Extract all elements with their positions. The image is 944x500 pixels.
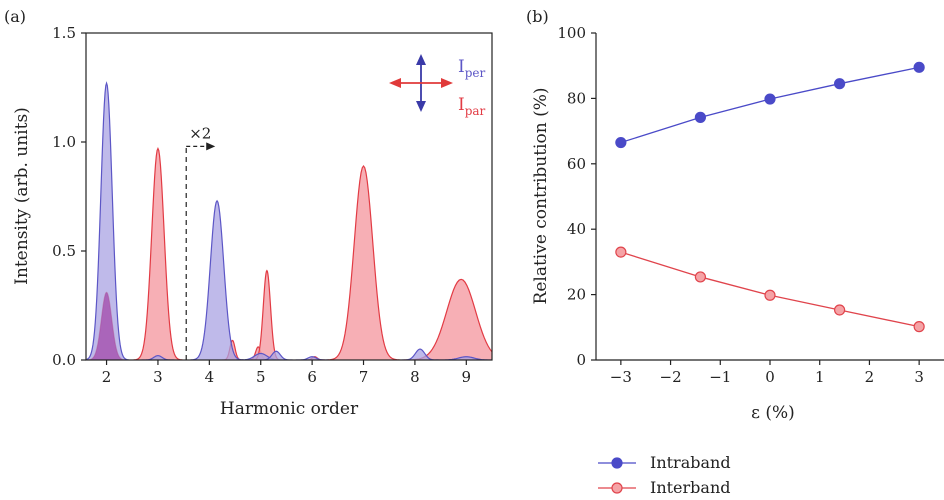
par-peak-fill (133, 148, 183, 360)
panel-b-x-tick-label: 2 (865, 368, 875, 386)
interband-point (615, 246, 627, 258)
panel-a-y-tick-label: 0.5 (52, 242, 76, 260)
intraband-point (694, 111, 707, 123)
per-peak-fill (295, 356, 329, 360)
panel-b-y-ticks: 0 20 40 60 80 100 (557, 24, 596, 369)
panel-a-y-axis-label: Intensity (arb. units) (12, 107, 32, 285)
panel-b-y-axis-label: Relative contribution (%) (531, 88, 551, 305)
panel-a-x-axis-label: Harmonic order (220, 399, 359, 419)
legend-per-label: Iper (458, 57, 486, 80)
panel-a-y-ticks: 0.0 0.5 1.0 1.5 (52, 24, 86, 369)
interband-point (913, 321, 925, 333)
panel-a-x-tick-label: 5 (256, 368, 266, 386)
par-peak-fill (403, 279, 492, 360)
interband-point (694, 271, 707, 283)
intraband-point (913, 61, 925, 73)
panel-b-x-tick-label: −2 (660, 368, 682, 386)
panel-b-legend: Intraband Interband (598, 453, 731, 497)
panel-a-y-tick-label: 1.5 (52, 24, 76, 42)
panel-a-label: (a) (4, 7, 26, 26)
per-peak-fill (141, 355, 175, 360)
panel-b-y-tick-label: 0 (576, 351, 586, 369)
par-peak-fill (252, 270, 282, 360)
per-peak-fill (86, 83, 130, 360)
panel-a-x-tick-label: 4 (205, 368, 215, 386)
intraband-point (764, 93, 776, 105)
legend-per-main: I (458, 57, 465, 77)
intraband-point (615, 136, 627, 149)
panel-a-series (86, 81, 492, 360)
panel-b-x-tick-label: 1 (815, 368, 825, 386)
panel-a-x-tick-label: 2 (102, 368, 112, 386)
panel-b-x-tick-label: 0 (765, 368, 775, 386)
panel-a-x-tick-label: 8 (410, 368, 420, 386)
legend-per-sub: per (465, 66, 486, 80)
per-peak-fill (259, 351, 293, 360)
per-peak-line (190, 199, 244, 360)
panel-a-x-tick-label: 3 (153, 368, 163, 386)
legend-par-sub: par (465, 104, 486, 118)
legend-interband-marker (611, 482, 623, 494)
panel-b-y-tick-label: 20 (567, 286, 586, 304)
panel-b: (b) −3 −2 −1 0 1 2 3 0 20 40 60 80 100 ε (%) Relati… (526, 7, 944, 497)
per-peak-fill (236, 353, 286, 360)
per-peak-fill (190, 200, 244, 360)
arrow-right-icon (441, 78, 453, 88)
panel-a-x-tick-label: 6 (307, 368, 317, 386)
interband-point (833, 304, 846, 316)
legend-intraband-label: Intraband (650, 453, 731, 472)
panel-a-y-tick-label: 1.0 (52, 133, 76, 151)
panel-b-x-tick-label: 3 (914, 368, 924, 386)
panel-a-x-tick-label: 9 (462, 368, 472, 386)
par-peak-line (326, 164, 401, 360)
per-peak-line (86, 81, 130, 360)
arrow-left-icon (389, 78, 401, 88)
panel-b-x-ticks: −3 −2 −1 0 1 2 3 (610, 360, 924, 386)
panel-a-x-ticks: 2 3 4 5 6 7 8 9 (102, 360, 471, 386)
panel-a-x-tick-label: 7 (359, 368, 369, 386)
arrow-down-icon (416, 101, 426, 112)
panel-a-plot-frame (85, 32, 493, 361)
panel-a-y-tick-label: 0.0 (52, 351, 76, 369)
par-peak-line (133, 147, 183, 360)
panel-b-y-tick-label: 60 (567, 155, 586, 173)
panel-b-x-axis-label: ε (%) (751, 403, 795, 423)
panel-b-x-tick-label: −3 (610, 368, 632, 386)
panel-b-series (615, 61, 925, 333)
panel-b-label: (b) (526, 7, 549, 26)
per-peak-fill (401, 349, 439, 360)
scale-arrow-head-icon (206, 142, 216, 151)
panel-b-x-tick-label: −1 (709, 368, 731, 386)
legend-intraband-marker (611, 457, 623, 469)
panel-a-annotation: ×2 (185, 124, 216, 360)
interband-point (764, 289, 776, 301)
legend-par-main: I (458, 95, 465, 115)
intraband-point (833, 78, 846, 90)
arrow-up-icon (416, 54, 426, 65)
legend-interband-label: Interband (650, 478, 731, 497)
panel-b-y-tick-label: 100 (557, 24, 586, 42)
interband-line (620, 251, 920, 328)
legend-par-label: Ipar (458, 95, 486, 118)
scale-factor-label: ×2 (189, 124, 211, 142)
panel-a-series-layer (86, 81, 492, 360)
overlap-peak-fill (86, 292, 128, 360)
panel-b-y-tick-label: 40 (567, 220, 586, 238)
par-peak-fill (326, 165, 401, 360)
panel-b-y-tick-label: 80 (567, 89, 586, 107)
intraband-line (620, 66, 920, 144)
